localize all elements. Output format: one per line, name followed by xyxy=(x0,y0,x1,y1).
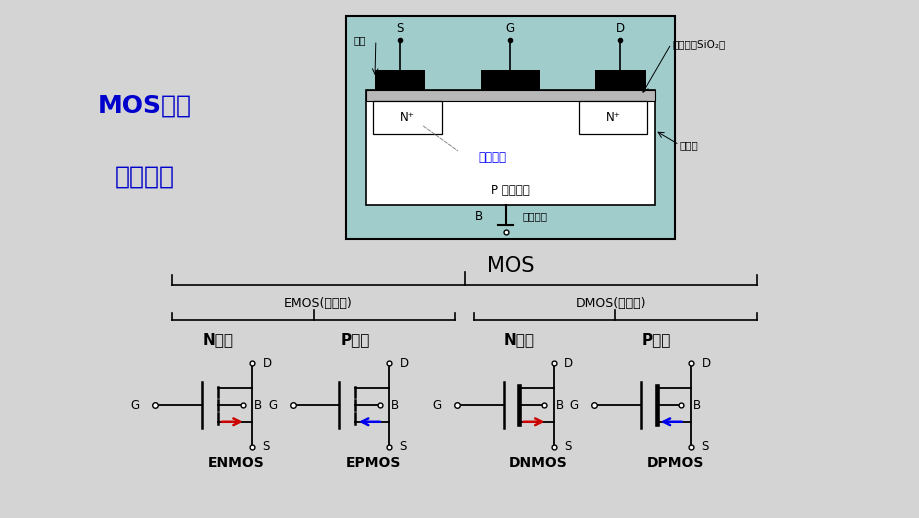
Text: P沟道: P沟道 xyxy=(340,332,369,347)
Text: S: S xyxy=(563,440,571,453)
Text: S: S xyxy=(700,440,708,453)
Text: 半导体: 半导体 xyxy=(679,140,698,150)
Text: B: B xyxy=(555,398,563,411)
Text: S: S xyxy=(396,22,403,35)
Text: B: B xyxy=(391,398,399,411)
Text: EPMOS: EPMOS xyxy=(346,455,401,470)
Text: 导电沟道: 导电沟道 xyxy=(478,151,505,164)
Text: G: G xyxy=(569,398,578,411)
Text: D: D xyxy=(700,357,709,370)
Bar xyxy=(366,90,654,205)
Text: MOS: MOS xyxy=(486,256,533,277)
Text: MOS管类: MOS管类 xyxy=(97,93,191,117)
Text: S: S xyxy=(262,440,269,453)
Text: N⁺: N⁺ xyxy=(400,111,414,124)
Text: G: G xyxy=(267,398,277,411)
Bar xyxy=(480,70,539,90)
Text: G: G xyxy=(505,22,515,35)
Text: B: B xyxy=(474,210,482,223)
Text: 绝缘层（SiO₂）: 绝缘层（SiO₂） xyxy=(672,39,724,49)
Text: DMOS(耗尽型): DMOS(耗尽型) xyxy=(575,297,645,310)
Bar xyxy=(578,101,647,135)
Bar xyxy=(375,70,425,90)
Text: B: B xyxy=(254,398,262,411)
Text: D: D xyxy=(262,357,271,370)
Text: N沟道: N沟道 xyxy=(202,332,233,347)
Text: DPMOS: DPMOS xyxy=(646,455,703,470)
Text: 型及符号: 型及符号 xyxy=(114,165,175,189)
Bar xyxy=(346,16,675,238)
Text: G: G xyxy=(130,398,140,411)
Text: P 型硅衬底: P 型硅衬底 xyxy=(491,184,529,197)
Bar xyxy=(373,101,441,135)
Bar xyxy=(366,90,654,101)
Text: D: D xyxy=(399,357,408,370)
Text: ENMOS: ENMOS xyxy=(208,455,265,470)
Text: 金属: 金属 xyxy=(353,35,365,45)
Text: DNMOS: DNMOS xyxy=(508,455,567,470)
Text: EMOS(增强型): EMOS(增强型) xyxy=(284,297,352,310)
Text: 衬底引线: 衬底引线 xyxy=(522,211,547,222)
Text: B: B xyxy=(692,398,700,411)
Text: N沟道: N沟道 xyxy=(504,332,534,347)
Text: N⁺: N⁺ xyxy=(605,111,620,124)
Bar xyxy=(595,70,645,90)
Text: D: D xyxy=(563,357,573,370)
Text: D: D xyxy=(615,22,624,35)
Text: G: G xyxy=(432,398,441,411)
Text: S: S xyxy=(399,440,406,453)
Text: P沟道: P沟道 xyxy=(641,332,671,347)
